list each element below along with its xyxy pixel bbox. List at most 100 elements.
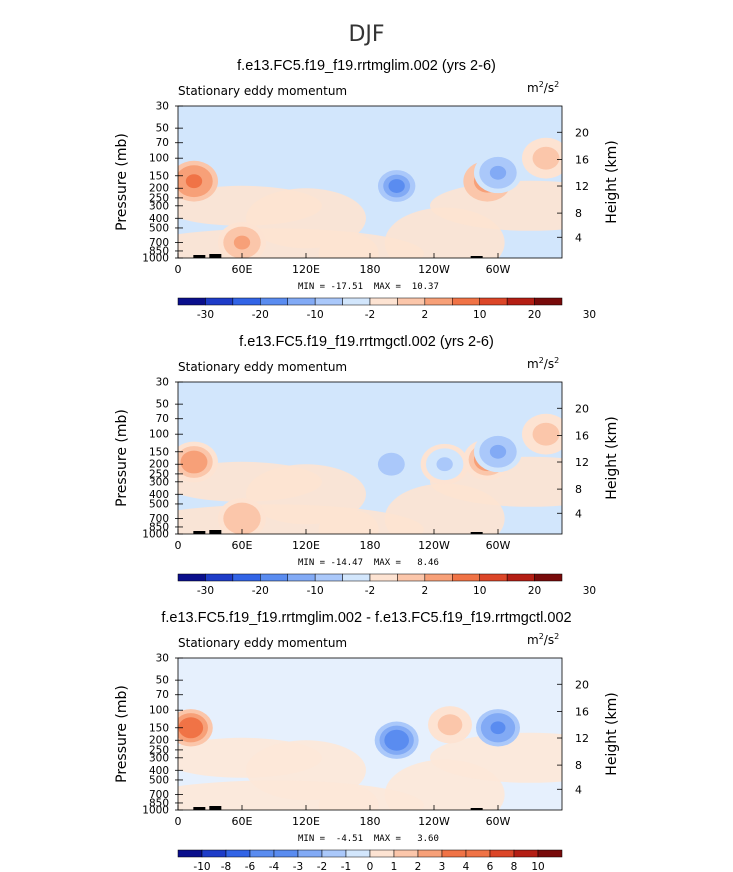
terrain-mark [193,255,206,258]
y-tick-label: 250 [149,468,169,480]
y-tick-label: 250 [149,744,169,756]
colorbar-swatch [177,297,206,306]
colorbar-swatch [452,297,480,306]
colorbar-swatch [177,573,206,582]
contour-region [442,718,458,732]
contour-region [185,174,203,189]
colorbar-swatch [225,849,251,858]
x-tick-label: 0 [175,539,182,552]
terrain-mark [193,807,206,810]
y2-tick-label: 8 [575,207,582,220]
y2-tick-label: 4 [575,783,582,796]
field-layer [178,413,562,534]
y-tick-label: 300 [149,200,169,212]
colorbar-swatch [534,297,563,306]
y-tick-label: 400 [149,765,169,777]
colorbar-swatch [537,849,563,858]
terrain-mark [470,808,483,810]
field-layer [178,137,562,258]
y-axis-label: Pressure (mb) [114,133,130,231]
y-tick-label: 1000 [142,529,169,541]
colorbar-swatch [321,849,347,858]
y-tick-label: 500 [149,498,169,510]
y-tick-label: 200 [149,459,169,471]
terrain-mark [209,530,222,534]
colorbar-swatch [287,573,316,582]
contour-region [233,511,251,526]
y2-tick-label: 12 [575,180,589,193]
panel-2-title: f.e13.FC5.f19_f19.rrtmgctl.002 (yrs 2-6) [239,334,494,350]
colorbar-swatch [534,573,563,582]
colorbar-swatch [201,849,227,858]
y-tick-label: 1000 [142,253,169,265]
x-tick-label: 120E [292,263,320,276]
contour-region [489,165,507,180]
colorbar-swatch [465,849,491,858]
colorbar-label: -2 [365,309,375,321]
colorbar-label: 30 [583,309,596,321]
colorbar-swatch [273,849,299,858]
y-tick-label: 100 [149,153,169,165]
colorbar-swatch [232,573,261,582]
colorbar-label: 6 [487,861,494,872]
x-tick-label: 180 [360,539,381,552]
y-tick-label: 850 [149,521,169,533]
panel-3: 3050701001502002503004005007008501000201… [114,653,620,872]
y-tick-label: 30 [156,377,169,389]
panel-3-label: Stationary eddy momentum [178,636,348,650]
x-tick-label: 60W [486,539,511,552]
colorbar-label: -10 [193,861,210,872]
y-tick-label: 30 [156,101,169,113]
y-tick-label: 100 [149,429,169,441]
x-tick-label: 180 [360,815,381,828]
colorbar-swatch [441,849,467,858]
y2-tick-label: 16 [575,705,589,718]
colorbar-label: 0 [367,861,374,872]
contour-region [537,151,555,166]
colorbar-label: 20 [528,585,541,597]
colorbar-swatch [342,297,371,306]
colorbar-label: -1 [341,861,351,872]
colorbar-label: -6 [245,861,256,872]
colorbar-swatch [314,573,343,582]
colorbar-label: 8 [511,861,518,872]
colorbar-label: 3 [439,861,446,872]
colorbar-label: 10 [473,309,486,321]
terrain-mark [470,532,483,534]
contour-region [537,427,555,442]
colorbar-label: -2 [317,861,327,872]
colorbar-swatch [205,573,234,582]
y-tick-label: 50 [156,123,169,135]
colorbar-label: -20 [252,309,269,321]
y2-tick-label: 20 [575,126,589,139]
y-tick-label: 200 [149,735,169,747]
colorbar-label: 2 [422,309,429,321]
colorbar-swatch [369,849,395,858]
x-tick-label: 0 [175,263,182,276]
contour-region [233,235,251,250]
panel-3-title: f.e13.FC5.f19_f19.rrtmglim.002 - f.e13.F… [161,610,572,626]
y-tick-label: 400 [149,213,169,225]
contour-region [388,179,405,193]
colorbar-swatch [205,297,234,306]
y-tick-label: 50 [156,675,169,687]
colorbar-swatch [345,849,371,858]
panel-1: 3050701001502002503004005007008501000201… [114,101,620,322]
colorbar-swatch [232,297,261,306]
colorbar-swatch [506,573,535,582]
colorbar-label: -2 [365,585,375,597]
x-tick-label: 180 [360,263,381,276]
colorbar-swatch [369,297,398,306]
y-tick-label: 150 [149,722,169,734]
colorbar-swatch [424,573,453,582]
panel-2-minmax: MIN = -14.47 MAX = 8.46 [298,558,439,568]
y-tick-label: 1000 [142,805,169,817]
colorbar-swatch [369,573,398,582]
y-tick-label: 70 [156,689,169,701]
panel-1-label: Stationary eddy momentum [178,84,348,98]
colorbar-swatch [297,849,323,858]
colorbar-swatch [506,297,535,306]
y-tick-label: 300 [149,752,169,764]
y2-axis-label: Height (km) [604,140,620,223]
colorbar-label: -30 [197,585,214,597]
